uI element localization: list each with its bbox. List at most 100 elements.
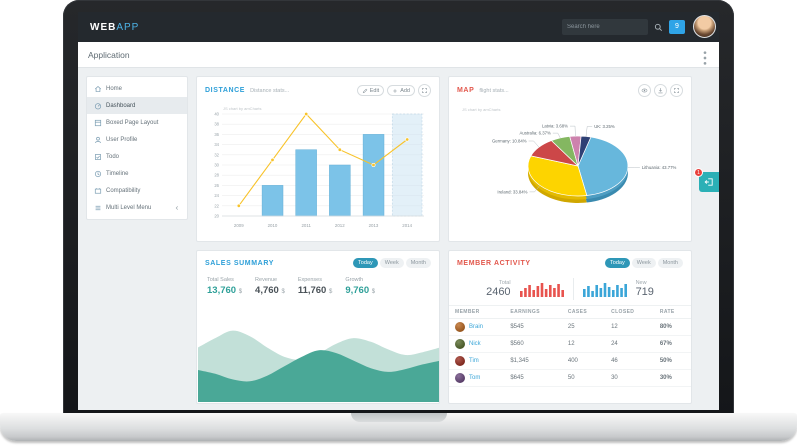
expand-button[interactable] <box>670 84 683 97</box>
member-name-link[interactable]: Brain <box>455 322 498 332</box>
svg-text:Lithuania: 43.77%: Lithuania: 43.77% <box>642 165 677 170</box>
svg-text:28: 28 <box>214 173 219 178</box>
member-avatar <box>455 356 465 366</box>
home-icon <box>94 85 102 93</box>
logo-web: WEB <box>90 21 117 33</box>
members-range-month-button[interactable]: Month <box>657 258 683 268</box>
plus-icon <box>392 88 398 94</box>
sidebar-item-label: Multi Level Menu <box>106 204 152 211</box>
more-options-icon[interactable] <box>701 50 709 65</box>
stat-total-sales: Total Sales 13,760 $ <box>207 277 243 296</box>
svg-text:2012: 2012 <box>335 223 345 228</box>
stat-expenses: Expenses 11,760 $ <box>297 277 333 296</box>
page-title: Application <box>88 49 130 60</box>
download-icon <box>657 87 664 94</box>
members-range-today-button[interactable]: Today <box>605 258 630 268</box>
svg-text:34: 34 <box>214 142 219 147</box>
app-logo[interactable]: WEBAPP <box>90 22 139 33</box>
search-icon[interactable] <box>654 23 663 32</box>
compat-icon <box>94 187 102 195</box>
distance-chart: 20 22 24 26 28 30 32 34 36 38 40 2009 2010 2011 2012 20… <box>214 106 424 228</box>
svg-text:2011: 2011 <box>301 223 311 228</box>
svg-text:24: 24 <box>214 193 219 198</box>
sidebar-item-user-profile[interactable]: User Profile <box>87 131 187 148</box>
distance-card: DISTANCE Distance stats... Edit Add <box>196 76 440 242</box>
download-button[interactable] <box>654 84 667 97</box>
svg-text:32: 32 <box>214 152 219 157</box>
member-name-link[interactable]: Tim <box>455 356 498 366</box>
dashboard-icon <box>94 102 102 110</box>
svg-text:30: 30 <box>214 163 219 168</box>
sales-range-week-button[interactable]: Week <box>379 258 404 268</box>
sales-card-title: SALES SUMMARY <box>205 259 274 267</box>
sidebar-item-label: Compatibility <box>106 187 141 194</box>
sidebar-item-label: Dashboard <box>106 102 136 109</box>
expand-icon <box>421 87 428 94</box>
sidebar-item-compatibility[interactable]: Compatibility <box>87 182 187 199</box>
sidebar-item-timeline[interactable]: Timeline <box>87 165 187 182</box>
sidebar-item-multi-level-menu[interactable]: Multi Level Menu <box>87 199 187 216</box>
notifications-badge[interactable]: 9 <box>669 20 685 34</box>
logo-app: APP <box>116 21 140 33</box>
svg-text:JS chart by amCharts: JS chart by amCharts <box>223 106 261 111</box>
sidebar-item-dashboard[interactable]: Dashboard <box>87 97 187 114</box>
members-total: Total 2460 <box>486 280 511 298</box>
svg-text:20: 20 <box>214 214 219 219</box>
members-card-title: MEMBER ACTIVITY <box>457 259 531 267</box>
map-card-subtitle: flight stats... <box>479 87 509 94</box>
member-row: Tim $1,345 400 46 50% <box>449 352 691 370</box>
map-card: MAP flight stats... Lithuania: 43.77% Ire… <box>448 76 692 242</box>
user-avatar[interactable] <box>693 15 716 38</box>
chevron-left-icon <box>174 205 180 211</box>
svg-text:Australia: 6.37%: Australia: 6.37% <box>520 131 551 136</box>
page-header: Application <box>78 42 719 68</box>
svg-text:38: 38 <box>214 122 219 127</box>
settings-panel-toggle[interactable]: 1 <box>694 168 719 192</box>
sidebar-item-boxed-page-layout[interactable]: Boxed Page Layout <box>87 114 187 131</box>
expand-button[interactable] <box>418 84 431 97</box>
timeline-icon <box>94 170 102 178</box>
col-rate: RATE <box>653 305 691 319</box>
total-sparkline <box>519 283 564 297</box>
search-box[interactable] <box>562 19 648 35</box>
sidebar-item-todo[interactable]: Todo <box>87 148 187 165</box>
sales-range-today-button[interactable]: Today <box>353 258 378 268</box>
search-input[interactable] <box>567 24 643 30</box>
edit-button[interactable]: Edit <box>356 85 385 96</box>
view-button[interactable] <box>638 84 651 97</box>
sidebar-item-label: Home <box>106 85 123 92</box>
sidebar-item-label: Boxed Page Layout <box>106 119 159 126</box>
new-sparkline <box>582 283 627 297</box>
multi-icon <box>94 204 102 212</box>
members-summary: Total 2460 New 719 <box>449 272 691 305</box>
sales-range-toggle: Today Week Month <box>353 258 431 268</box>
sales-range-month-button[interactable]: Month <box>405 258 431 268</box>
members-range-week-button[interactable]: Week <box>631 258 656 268</box>
members-range-toggle: Today Week Month <box>605 258 683 268</box>
member-avatar <box>455 339 465 349</box>
panel-badge: 1 <box>694 168 703 177</box>
sidebar-item-label: Timeline <box>106 170 129 177</box>
map-pie-chart: Lithuania: 43.77% Ireland: 33.84% Germany:… <box>462 107 677 203</box>
user-icon <box>94 136 102 144</box>
eye-icon <box>641 87 648 94</box>
sidebar-item-home[interactable]: Home <box>87 80 187 97</box>
stat-growth: Growth 9,760 $ <box>345 277 376 296</box>
member-row: Tom $645 50 30 30% <box>449 369 691 387</box>
member-name-link[interactable]: Tom <box>455 373 498 383</box>
member-row: Brain $545 25 12 80% <box>449 318 691 336</box>
svg-text:UK: 3.25%: UK: 3.25% <box>594 124 615 129</box>
member-activity-card: MEMBER ACTIVITY Today Week Month Total 2460… <box>448 250 692 404</box>
distance-card-title: DISTANCE <box>205 87 246 94</box>
svg-text:2010: 2010 <box>268 223 278 228</box>
svg-text:Germany: 10.84%: Germany: 10.84% <box>492 139 527 144</box>
map-card-title: MAP <box>457 87 475 94</box>
member-name-link[interactable]: Nick <box>455 339 498 349</box>
app-screen: WEBAPP 9 Application Home Dashboard Boxed … <box>78 12 719 410</box>
svg-text:36: 36 <box>214 132 219 137</box>
svg-text:40: 40 <box>214 112 219 117</box>
sidebar-menu: Home Dashboard Boxed Page Layout User Profi… <box>86 76 188 220</box>
add-button[interactable]: Add <box>387 85 415 96</box>
col-cases: CASES <box>561 305 606 319</box>
sidebar-item-label: Todo <box>106 153 120 160</box>
